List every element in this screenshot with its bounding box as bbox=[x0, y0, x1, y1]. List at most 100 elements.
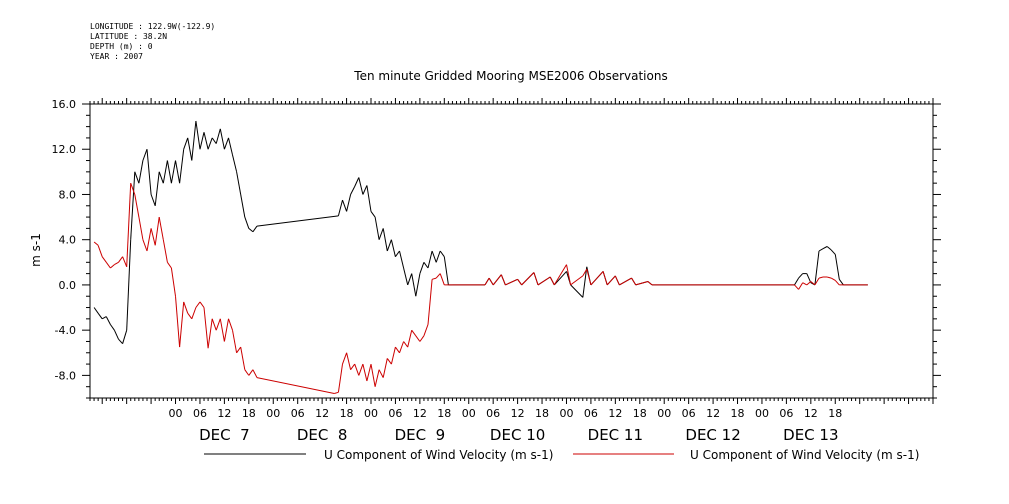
series-segment bbox=[431, 250, 437, 263]
x-tick-label: 18 bbox=[731, 407, 745, 420]
series-segment bbox=[427, 279, 433, 325]
x-tick-label: 12 bbox=[315, 407, 329, 420]
series-segment bbox=[582, 266, 588, 298]
x-tick-label: 18 bbox=[340, 407, 354, 420]
series-segment bbox=[203, 307, 209, 349]
series-segment bbox=[146, 228, 152, 252]
series-segment bbox=[183, 301, 189, 314]
series-segment bbox=[154, 171, 160, 206]
series-segment bbox=[138, 160, 144, 184]
series-segment bbox=[199, 301, 205, 308]
series-segment bbox=[370, 364, 376, 387]
series-segment bbox=[806, 273, 812, 283]
series-segment bbox=[394, 346, 400, 354]
series-segment bbox=[411, 329, 417, 337]
series-segment bbox=[366, 363, 372, 382]
series-segment bbox=[806, 281, 812, 286]
series-segment bbox=[818, 248, 824, 252]
series-segment bbox=[423, 262, 429, 269]
day-label: DEC 13 bbox=[783, 426, 838, 444]
series-segment bbox=[223, 318, 229, 342]
day-labels: DEC 7 DEC 8 DEC 9 DEC 10 DEC 11 DEC 12 DEC 13 bbox=[199, 426, 838, 444]
x-tick-label: 00 bbox=[462, 407, 476, 420]
series-segment bbox=[215, 318, 221, 331]
series-segment bbox=[423, 324, 429, 336]
x-tick-label: 00 bbox=[266, 407, 280, 420]
day-label: DEC 11 bbox=[588, 426, 643, 444]
x-tick-label: 18 bbox=[437, 407, 451, 420]
series-segment bbox=[814, 277, 820, 286]
series-segment bbox=[101, 256, 107, 263]
series-segment bbox=[187, 137, 193, 161]
series-segment bbox=[207, 318, 213, 349]
legend-label-red: U Component of Wind Velocity (m s-1) bbox=[690, 448, 919, 462]
series-segment bbox=[195, 120, 201, 150]
series-segment bbox=[802, 282, 808, 286]
series-segment bbox=[419, 335, 425, 342]
series-segment bbox=[126, 183, 132, 267]
x-tick-label: 06 bbox=[486, 407, 500, 420]
series-segment bbox=[232, 330, 238, 353]
y-tick-label: 12.0 bbox=[52, 143, 77, 156]
series-segment bbox=[146, 149, 152, 195]
series-segment bbox=[794, 284, 799, 290]
x-tick-label: 18 bbox=[535, 407, 549, 420]
series-segment bbox=[488, 277, 494, 286]
series-segment bbox=[191, 120, 197, 161]
series-segment bbox=[337, 364, 343, 393]
series-segment bbox=[134, 171, 140, 184]
series-segment bbox=[602, 271, 608, 286]
series-segment bbox=[631, 277, 637, 286]
series-segment bbox=[223, 137, 229, 150]
series-segment bbox=[150, 194, 156, 206]
series-segment bbox=[191, 307, 197, 319]
series-segment bbox=[810, 281, 816, 286]
series-segment bbox=[553, 271, 567, 286]
series-segment bbox=[154, 217, 160, 246]
y-axis-ticks: -8.0 -4.0 0.0 4.0 8.0 12.0 16.0 bbox=[52, 98, 77, 382]
x-tick-label: 12 bbox=[217, 407, 231, 420]
y-tick-label: -8.0 bbox=[55, 369, 76, 382]
series-segment bbox=[342, 352, 348, 365]
series-segment bbox=[358, 363, 364, 376]
series-segment bbox=[126, 239, 132, 331]
series-segment bbox=[492, 274, 502, 286]
longitude-label: LONGITUDE : 122.9W(-122.9) bbox=[90, 22, 216, 31]
chart-title: Ten minute Gridded Mooring MSE2006 Obser… bbox=[353, 69, 667, 83]
series-segment bbox=[484, 277, 490, 286]
series-segment bbox=[386, 239, 392, 252]
series-segment bbox=[215, 128, 221, 144]
x-tick-label: 18 bbox=[242, 407, 256, 420]
x-tick-label: 18 bbox=[828, 407, 842, 420]
series-segment bbox=[158, 217, 164, 240]
y-tick-label: -4.0 bbox=[55, 324, 76, 337]
series-segment bbox=[553, 264, 567, 286]
series-segment bbox=[113, 329, 119, 340]
series-segment bbox=[109, 324, 115, 331]
series-segment bbox=[175, 296, 181, 348]
x-tick-label: 00 bbox=[169, 407, 183, 420]
x-axis-ticks: 00 06 12 18 00 06 12 18 00 06 12 18 00 06 12 18 00 06 12 18… bbox=[169, 407, 843, 420]
series-segment bbox=[818, 276, 824, 279]
x-tick-label: 06 bbox=[388, 407, 402, 420]
x-tick-label: 06 bbox=[193, 407, 207, 420]
series-red bbox=[93, 183, 868, 394]
series-segment bbox=[179, 149, 185, 184]
legend-label-black: U Component of Wind Velocity (m s-1) bbox=[324, 448, 553, 462]
series-segment bbox=[211, 137, 217, 144]
series-segment bbox=[374, 369, 380, 387]
series-segment bbox=[175, 160, 181, 184]
series-segment bbox=[431, 277, 437, 280]
series-segment bbox=[236, 171, 242, 195]
series-segment bbox=[439, 273, 445, 286]
series-segment bbox=[521, 272, 535, 286]
series-segment bbox=[118, 338, 123, 345]
series-segment bbox=[162, 239, 168, 263]
y-tick-label: 4.0 bbox=[59, 234, 77, 247]
series-segment bbox=[830, 277, 836, 281]
series-segment bbox=[142, 149, 148, 161]
y-axis-label: m s-1 bbox=[29, 233, 43, 267]
series-segment bbox=[219, 128, 225, 150]
series-segment bbox=[232, 154, 238, 172]
